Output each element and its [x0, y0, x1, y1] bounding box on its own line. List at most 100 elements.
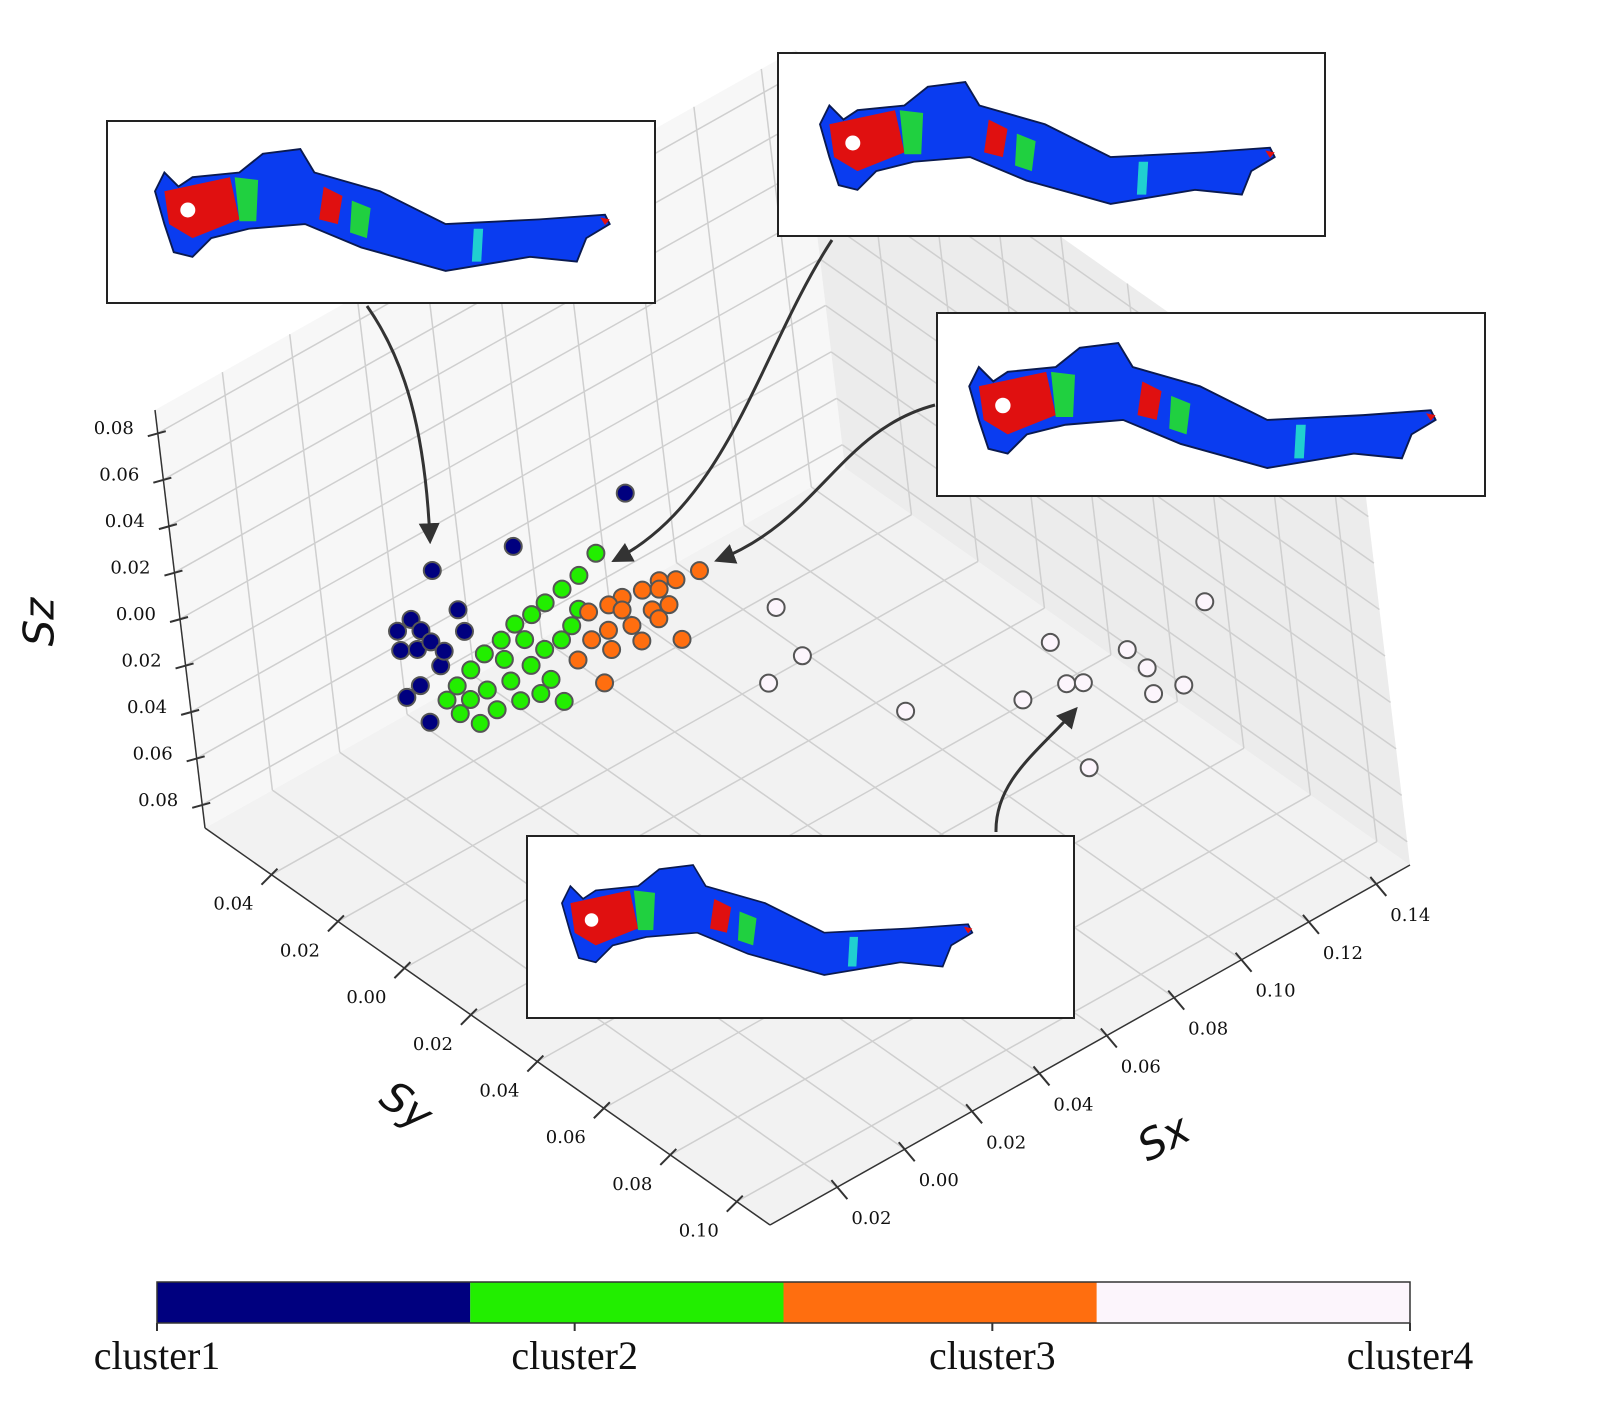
z-tick — [153, 476, 172, 484]
z-tick-label: 0.04 — [105, 511, 145, 532]
data-point — [474, 644, 494, 664]
data-point — [450, 704, 470, 724]
z-axis-label: Sz — [15, 597, 64, 647]
data-point — [569, 565, 589, 585]
x-tick — [830, 1179, 849, 1200]
grid-line — [736, 840, 1378, 1203]
y-tick-label: 0.00 — [346, 987, 386, 1008]
z-tick — [169, 616, 189, 623]
colorbar-frame — [156, 1281, 1411, 1324]
data-point — [595, 673, 615, 693]
colorbar: cluster1 cluster2 cluster3 cluster4 — [94, 1281, 1474, 1378]
data-point — [522, 605, 542, 625]
grid-line — [608, 600, 1175, 999]
x-tick-label: 0.00 — [919, 1170, 959, 1191]
data-point — [622, 615, 642, 635]
grid-line — [168, 165, 810, 527]
legend-label: cluster2 — [511, 1333, 638, 1378]
x-tick — [965, 1103, 983, 1124]
y-axis — [204, 827, 771, 1226]
data-point — [896, 701, 916, 721]
x-tick-label: 0.04 — [1053, 1094, 1093, 1115]
data-point — [494, 649, 514, 669]
grid-line — [825, 304, 1391, 704]
z-tick-label: 0.08 — [94, 418, 134, 439]
data-point — [612, 600, 632, 620]
data-point — [434, 641, 454, 661]
grid-line — [743, 524, 1310, 923]
data-point — [1079, 758, 1099, 778]
colorbar-segment — [157, 1282, 471, 1323]
data-point — [535, 639, 555, 659]
x-axis — [769, 864, 1411, 1226]
data-point — [487, 700, 507, 720]
z-tick — [175, 662, 194, 670]
data-point — [666, 570, 686, 590]
arrow — [994, 706, 1078, 833]
z-tick — [158, 523, 178, 531]
data-point — [649, 579, 669, 599]
data-point — [503, 536, 523, 556]
data-point — [531, 684, 551, 704]
data-point — [397, 687, 417, 707]
data-point — [632, 580, 652, 600]
x-tick — [1234, 952, 1253, 973]
inset-images — [106, 52, 1486, 1019]
z-tick — [186, 755, 205, 763]
x-tick-label: 0.10 — [1256, 981, 1296, 1002]
x-tick — [1167, 989, 1185, 1011]
x-tick-label: 0.12 — [1323, 943, 1363, 964]
data-point — [511, 691, 531, 711]
data-point — [501, 671, 521, 691]
data-point — [521, 655, 541, 675]
legend-label: cluster1 — [94, 1333, 221, 1378]
data-point — [421, 632, 441, 652]
x-tick — [1369, 876, 1388, 897]
data-point — [420, 712, 440, 732]
data-point — [410, 676, 430, 696]
data-point — [1174, 675, 1194, 695]
z-tick-label: 0.02 — [121, 650, 161, 671]
data-point — [470, 713, 490, 733]
grid-line — [337, 560, 979, 923]
data-point — [1040, 632, 1060, 652]
colorbar-segment — [1096, 1282, 1410, 1323]
x-tick-label: 0.14 — [1390, 905, 1430, 926]
data-point — [1057, 674, 1077, 694]
arrow — [714, 403, 936, 564]
data-point — [1137, 658, 1157, 678]
data-point — [447, 676, 467, 696]
data-point — [491, 630, 511, 650]
data-point — [672, 629, 692, 649]
grid-line — [404, 607, 1045, 969]
colorbar-segment — [783, 1282, 1097, 1323]
data-point — [505, 614, 525, 634]
grid-line — [179, 258, 821, 620]
y-tick-label: 0.04 — [213, 894, 253, 915]
data-point — [598, 620, 618, 640]
z-tick — [147, 430, 167, 438]
y-tick — [393, 961, 412, 979]
z-tick-label: 0.06 — [99, 465, 139, 486]
x-tick-label: 0.02 — [851, 1208, 891, 1229]
legend-label: cluster4 — [1347, 1333, 1474, 1378]
data-point — [568, 650, 588, 670]
y-tick-label: 0.02 — [413, 1034, 453, 1055]
data-point — [554, 691, 574, 711]
data-point — [422, 560, 442, 580]
data-point — [461, 660, 481, 680]
data-point — [1144, 684, 1164, 704]
data-point — [792, 646, 812, 666]
z-tick — [180, 708, 200, 716]
grid-line — [185, 304, 826, 667]
y-tick-label: 0.02 — [280, 940, 320, 961]
y-tick — [327, 914, 345, 933]
data-point — [448, 600, 468, 620]
z-tick — [191, 801, 211, 809]
x-tick — [897, 1141, 916, 1162]
data-point — [460, 689, 480, 709]
data-point — [551, 630, 571, 650]
arrows — [365, 239, 1078, 833]
x-tick — [1100, 1027, 1118, 1049]
